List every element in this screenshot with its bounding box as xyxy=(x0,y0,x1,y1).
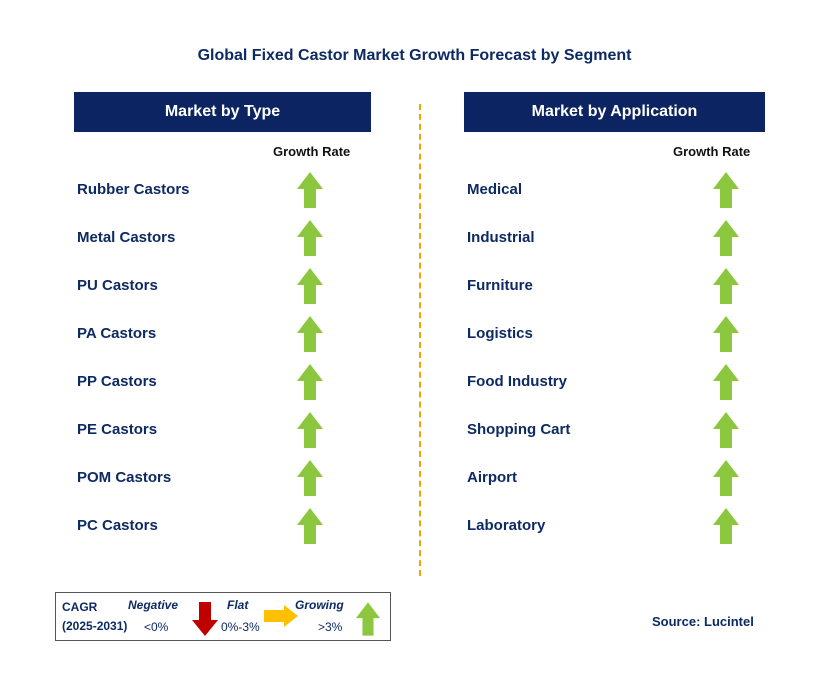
legend-flat-range: 0%-3% xyxy=(221,620,260,634)
type-segment-label: PA Castors xyxy=(77,325,157,342)
type-segment-label: POM Castors xyxy=(77,469,172,486)
application-segment-label: Shopping Cart xyxy=(467,421,571,438)
type-segment-label: Rubber Castors xyxy=(77,181,190,198)
up-arrow-icon xyxy=(713,364,739,400)
down-arrow-icon xyxy=(192,602,218,636)
chart-title: Global Fixed Castor Market Growth Foreca… xyxy=(197,47,632,64)
up-arrow-icon xyxy=(297,508,323,544)
panel-divider xyxy=(419,104,421,576)
legend-flat-label: Flat xyxy=(227,598,249,612)
type-segment-label: Metal Castors xyxy=(77,229,176,246)
legend-negative-range: <0% xyxy=(144,620,169,634)
up-arrow-icon xyxy=(713,508,739,544)
legend-period: (2025-2031) xyxy=(62,619,128,633)
application-segment-label: Laboratory xyxy=(467,517,546,534)
application-growth-rate-label: Growth Rate xyxy=(673,144,751,159)
up-arrow-icon xyxy=(297,460,323,496)
legend-negative-label: Negative xyxy=(128,598,179,612)
up-arrow-icon xyxy=(297,316,323,352)
type-panel-header: Market by Type xyxy=(74,92,371,132)
source-note: Source: Lucintel xyxy=(652,614,754,629)
type-growth-rate-label: Growth Rate xyxy=(273,144,351,159)
application-segment-label: Food Industry xyxy=(467,373,567,390)
application-segment-label: Industrial xyxy=(467,229,535,246)
application-segment-label: Medical xyxy=(467,181,523,198)
type-segment-label: PC Castors xyxy=(77,517,158,534)
up-arrow-icon xyxy=(297,268,323,304)
up-arrow-icon xyxy=(713,316,739,352)
up-arrow-icon xyxy=(713,460,739,496)
legend-cagr-label: CAGR xyxy=(62,600,98,614)
application-panel-header: Market by Application xyxy=(464,92,765,132)
type-segment-label: PP Castors xyxy=(77,373,157,390)
type-segment-label: PU Castors xyxy=(77,277,158,294)
application-segment-label: Furniture xyxy=(467,277,533,294)
up-arrow-icon xyxy=(713,268,739,304)
cagr-legend: CAGR (2025-2031) Negative <0% Flat 0%-3%… xyxy=(55,592,391,641)
up-arrow-icon xyxy=(297,412,323,448)
right-arrow-icon xyxy=(264,605,298,627)
up-arrow-icon xyxy=(713,172,739,208)
up-arrow-icon xyxy=(297,172,323,208)
up-arrow-icon xyxy=(713,412,739,448)
application-segment-label: Airport xyxy=(467,469,517,486)
up-arrow-icon xyxy=(713,220,739,256)
legend-growing-range: >3% xyxy=(318,620,343,634)
legend-growing-label: Growing xyxy=(295,598,344,612)
up-arrow-icon xyxy=(297,364,323,400)
up-arrow-icon xyxy=(297,220,323,256)
up-arrow-icon xyxy=(356,602,380,636)
type-segment-label: PE Castors xyxy=(77,421,158,438)
application-segment-label: Logistics xyxy=(467,325,533,342)
